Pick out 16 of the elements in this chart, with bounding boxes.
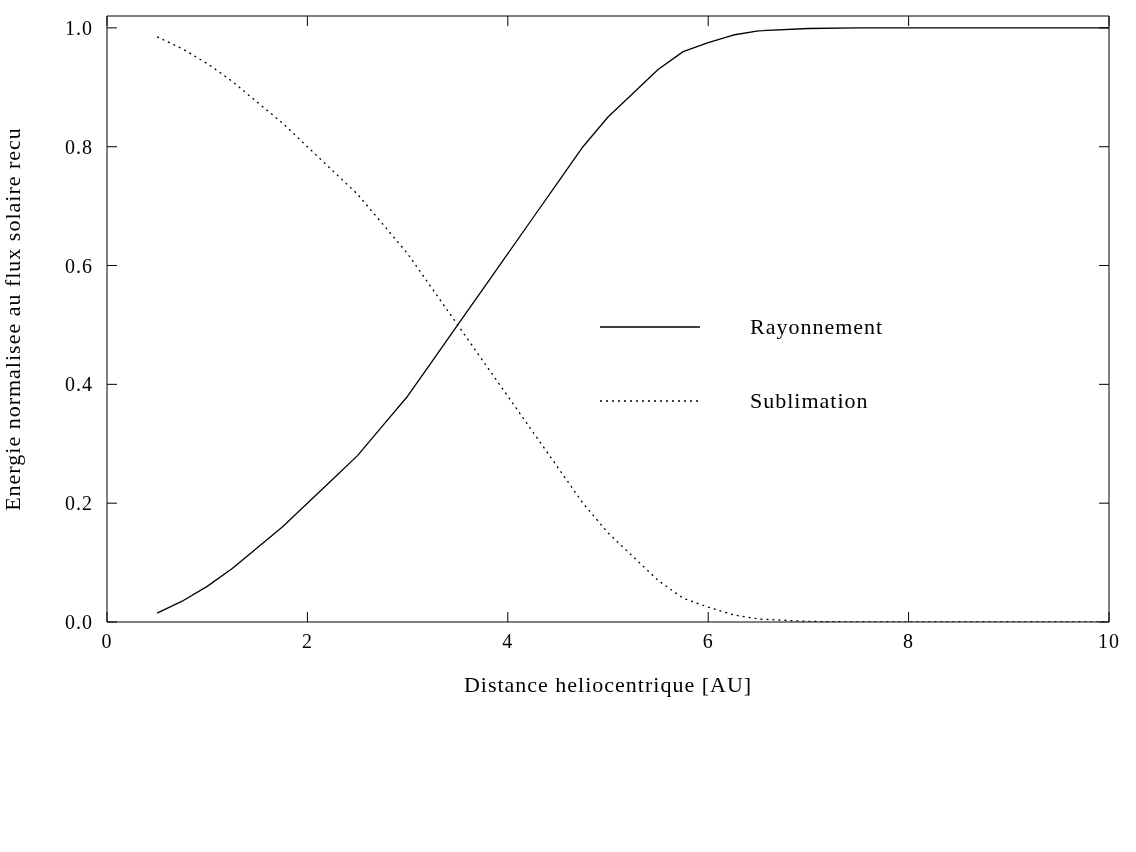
x-tick-label: 6	[702, 630, 714, 653]
y-tick-label: 0.8	[65, 135, 93, 158]
y-tick-label: 0.4	[65, 373, 93, 396]
y-axis-title: Energie normalisee au flux solaire recu	[0, 127, 25, 511]
x-tick-label: 0	[101, 630, 113, 653]
x-tick-label: 4	[502, 630, 514, 653]
y-tick-label: 0.6	[65, 254, 93, 277]
x-tick-label: 8	[903, 630, 915, 653]
x-axis-title: Distance heliocentrique [AU]	[463, 672, 753, 697]
y-tick-label: 0.2	[65, 492, 93, 515]
legend-label: Sublimation	[750, 388, 869, 414]
x-tick-label: 10	[1098, 630, 1120, 653]
x-tick-label: 2	[301, 630, 313, 653]
y-tick-label: 0.0	[65, 611, 93, 634]
y-tick-label: 1.0	[65, 16, 93, 39]
legend-label: Rayonnement	[750, 314, 884, 340]
